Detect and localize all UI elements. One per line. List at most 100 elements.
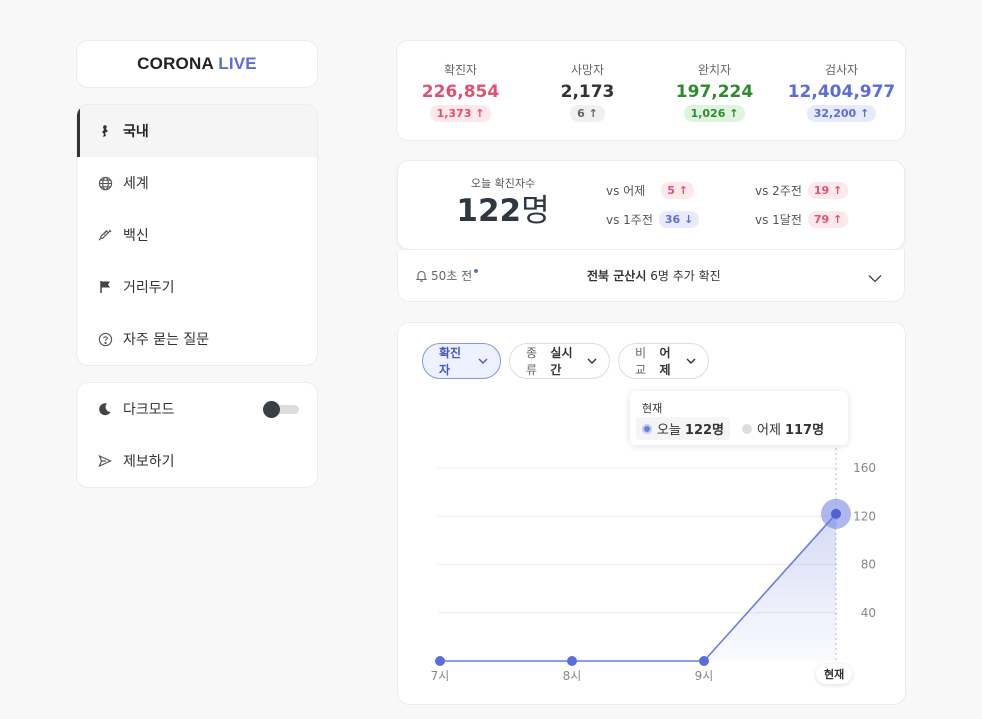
- compare-filter[interactable]: 비교 어제: [618, 343, 709, 379]
- arrow-up-icon: ↑: [475, 107, 485, 120]
- arrow-up-icon: ↑: [588, 107, 598, 120]
- vs-two-weeks: vs 2주전 19 ↑: [755, 182, 849, 199]
- type-filter[interactable]: 종류 실시간: [509, 343, 610, 379]
- stat-value: 12,404,977: [787, 82, 896, 102]
- yesterday-legend-dot: [742, 423, 753, 434]
- question-icon: [97, 331, 113, 347]
- today-legend-dot: [642, 423, 652, 434]
- stat-value: 226,854: [421, 82, 500, 102]
- vs-label: vs 2주전: [755, 184, 802, 198]
- today-cases-card: 오늘 확진자수 122명 vs 어제 5 ↑ vs 2주전 19 ↑ vs 1주…: [397, 160, 905, 250]
- stat-label: 사망자: [570, 63, 605, 77]
- chevron-down-icon: [686, 358, 696, 364]
- stat-confirmed: 확진자 226,854 1,373 ↑: [397, 41, 524, 140]
- compare-filter-label: 비교: [635, 346, 647, 377]
- nav-item-distancing[interactable]: 거리두기: [77, 261, 317, 313]
- type-filter-value: 실시간: [550, 346, 573, 377]
- current-time-badge: 현재: [816, 664, 853, 684]
- toggle-track: [269, 405, 299, 414]
- report-row[interactable]: 제보하기: [77, 435, 317, 487]
- today-number: 122명: [456, 193, 550, 229]
- tooltip-today-value: 122명: [684, 423, 725, 438]
- series-area: [440, 513, 836, 661]
- vs-yesterday: vs 어제 5 ↑: [606, 182, 694, 199]
- y-tick-label: 160: [853, 461, 876, 475]
- notice-message: 전북 군산시 6명 추가 확진: [587, 267, 721, 284]
- series-line: [440, 513, 837, 662]
- syringe-icon: [97, 227, 113, 243]
- vs-chip: 5 ↑: [661, 182, 694, 199]
- metric-filter-value: 확진자: [439, 346, 462, 377]
- logo-card[interactable]: CORONA LIVE: [76, 40, 318, 88]
- globe-icon: [97, 175, 113, 191]
- data-point: [831, 508, 841, 519]
- toggle-knob: [263, 401, 280, 418]
- nav-label: 세계: [123, 176, 149, 192]
- nav-label: 국내: [123, 124, 149, 140]
- y-tick-label: 40: [861, 606, 876, 620]
- chevron-down-icon[interactable]: [868, 268, 882, 287]
- notice-body: 6명 추가 확진: [646, 269, 721, 283]
- main-nav: 국내 세계 백신 거리두기 자주 묻는 질문: [76, 104, 318, 366]
- vs-chip: 19 ↑: [807, 182, 849, 199]
- moon-icon: [97, 401, 113, 417]
- nav-item-world[interactable]: 세계: [77, 157, 317, 209]
- stat-delta: 6 ↑: [570, 105, 605, 122]
- arrow-down-icon: ↓: [684, 213, 694, 226]
- data-point: [567, 656, 577, 666]
- stat-deaths: 사망자 2,173 6 ↑: [524, 41, 651, 140]
- tooltip-today-label: 오늘: [657, 423, 681, 438]
- tooltip-today: 오늘 122명: [636, 417, 731, 440]
- stat-recovered: 완치자 197,224 1,026 ↑: [651, 41, 778, 140]
- arrow-up-icon: ↑: [678, 184, 688, 197]
- nav-item-domestic[interactable]: 국내: [77, 105, 317, 157]
- stat-tested: 검사자 12,404,977 32,200 ↑: [778, 41, 905, 140]
- nav-label: 백신: [123, 228, 149, 244]
- stat-label: 확진자: [443, 63, 478, 77]
- x-tick-label: 8시: [563, 669, 582, 683]
- today-count: 오늘 확진자수 122명: [438, 175, 568, 231]
- arrow-up-icon: ↑: [860, 107, 870, 120]
- nav-item-faq[interactable]: 자주 묻는 질문: [77, 313, 317, 365]
- arrow-up-icon: ↑: [729, 107, 739, 120]
- nav-label: 거리두기: [123, 280, 175, 296]
- chart-tooltip: 현재 오늘 122명 어제 117명: [630, 391, 848, 445]
- arrow-up-icon: ↑: [833, 213, 843, 226]
- type-filter-label: 종류: [526, 346, 538, 377]
- stat-delta: 1,026 ↑: [683, 105, 746, 122]
- dark-mode-row[interactable]: 다크모드: [77, 383, 317, 435]
- nav-item-vaccine[interactable]: 백신: [77, 209, 317, 261]
- data-point: [435, 656, 445, 666]
- notice-region: 전북 군산시: [587, 269, 647, 283]
- stat-value: 197,224: [675, 82, 754, 102]
- flag-icon: [97, 279, 113, 295]
- korea-map-icon: [97, 123, 113, 139]
- tooltip-yesterday-label: 어제: [757, 423, 781, 438]
- dark-mode-label: 다크모드: [123, 402, 175, 418]
- vs-label: vs 1달전: [755, 213, 802, 227]
- stat-value: 2,173: [560, 82, 615, 102]
- stats-summary-card: 확진자 226,854 1,373 ↑ 사망자 2,173 6 ↑ 완치자 19…: [396, 40, 906, 141]
- notice-time: 50초 전: [416, 267, 479, 284]
- logo-part-live: LIVE: [218, 54, 257, 73]
- stat-label: 완치자: [697, 63, 732, 77]
- dark-mode-toggle[interactable]: [263, 401, 299, 418]
- compare-filter-value: 어제: [659, 346, 671, 377]
- chart-plot[interactable]: 40 80 120 160 7시 8시 9시: [398, 323, 907, 706]
- logo-part-corona: CORONA: [137, 54, 214, 73]
- x-tick-label: 7시: [431, 669, 450, 683]
- today-label: 오늘 확진자수: [470, 177, 536, 190]
- data-point: [699, 656, 709, 666]
- metric-filter[interactable]: 확진자: [422, 343, 501, 379]
- report-label: 제보하기: [123, 454, 175, 470]
- stat-label: 검사자: [824, 63, 859, 77]
- live-notice-bar[interactable]: 50초 전 전북 군산시 6명 추가 확진: [397, 250, 905, 302]
- y-tick-label: 120: [853, 509, 876, 523]
- arrow-up-icon: ↑: [833, 184, 843, 197]
- settings-card: 다크모드 제보하기: [76, 382, 318, 488]
- app-logo[interactable]: CORONA LIVE: [137, 54, 257, 74]
- notice-time-text: 50초 전: [431, 269, 473, 283]
- stat-delta: 32,200 ↑: [806, 105, 877, 122]
- vs-chip: 79 ↑: [807, 211, 849, 228]
- y-tick-label: 80: [861, 558, 876, 572]
